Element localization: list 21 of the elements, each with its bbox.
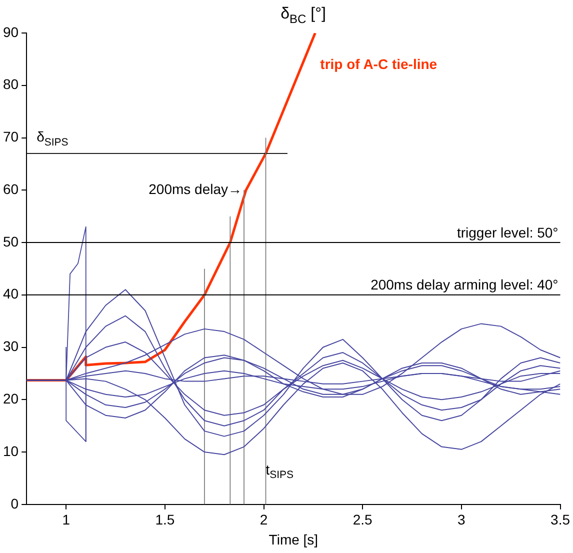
x-tick-label: 1.5 [155,512,175,528]
y-tick-label: 30 [2,338,19,354]
y-tick-label: 70 [2,128,19,145]
y-tick-label: 0 [10,495,19,512]
y-tick-label: 40 [2,286,19,302]
x-tick-label: 2.5 [352,512,373,528]
y-tick-label: 50 [2,233,19,250]
series-label: trip of A-C tie-line [320,56,438,72]
y-tick-label: 20 [2,390,19,407]
x-axis-title: Time [s] [268,531,318,548]
annotation: 200ms delay→ [148,180,242,197]
x-tick-label: 1 [62,512,70,528]
ref-line-label: 200ms delay arming level: 40° [370,276,558,293]
y-tick-label: 10 [2,442,19,459]
y-tick-label: 90 [2,24,19,40]
x-tick-label: 2 [260,512,268,528]
y-tick-label: 60 [2,180,19,197]
x-tick-label: 3.5 [550,512,570,528]
y-tick-label: 80 [2,76,19,92]
ref-line-label: trigger level: 50° [456,224,558,240]
x-tick-label: 3 [458,512,466,528]
